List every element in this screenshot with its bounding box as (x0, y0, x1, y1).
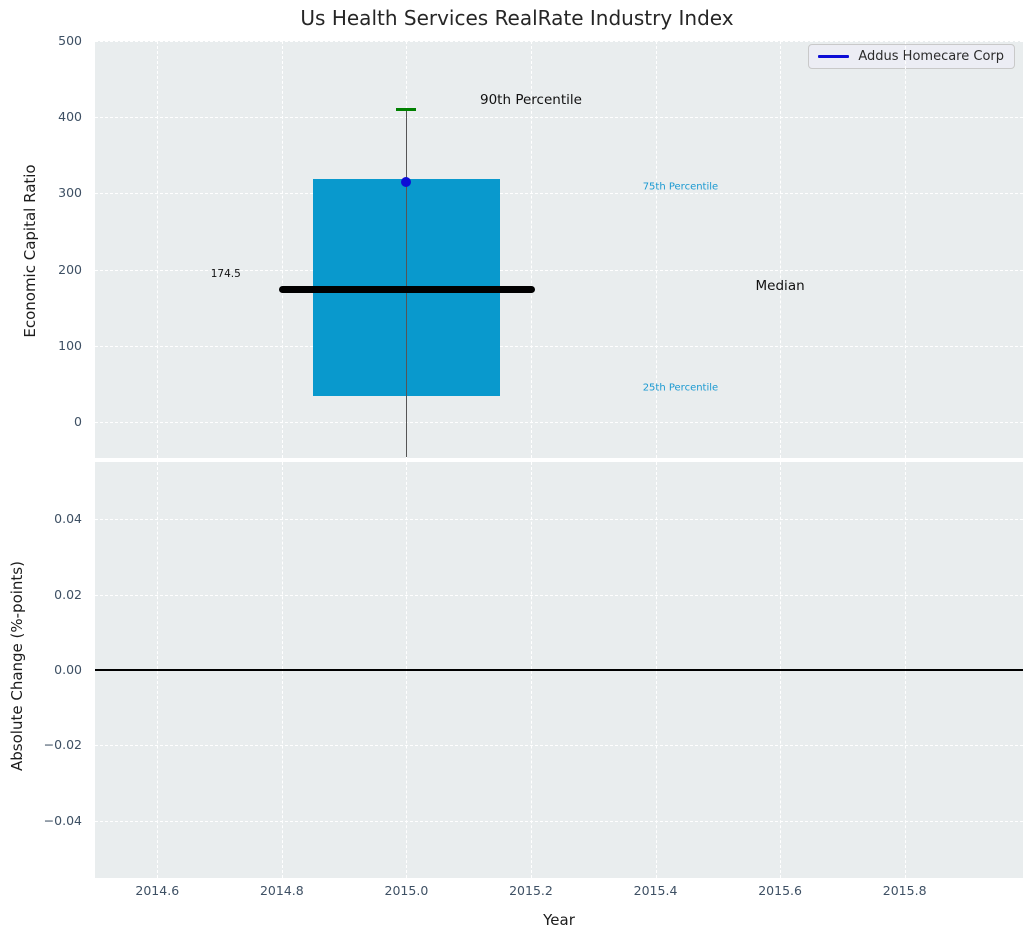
gridline-y (95, 820, 1023, 822)
y-tick-label: 400 (58, 109, 82, 125)
gridline-x (904, 41, 906, 458)
x-axis-label: Year (543, 911, 575, 929)
axes-bottom-absolute-change (95, 462, 1023, 878)
y-tick-label: 0 (74, 414, 82, 430)
x-tick-label: 2015.0 (384, 883, 429, 898)
y-tick-label: −0.04 (43, 812, 82, 828)
median-line (278, 285, 536, 293)
x-tick-label: 2014.6 (135, 883, 180, 898)
y-tick-label: 0.00 (54, 662, 82, 677)
y-tick-label: 200 (58, 261, 82, 277)
chart-title: Us Health Services RealRate Industry Ind… (300, 6, 734, 30)
legend-label: Addus Homecare Corp (858, 49, 1004, 64)
gridline-y (95, 594, 1023, 596)
x-tick-label: 2015.6 (758, 883, 802, 898)
y-tick-label: 100 (58, 337, 82, 353)
gridline-x (281, 41, 283, 458)
gridline-x (530, 41, 532, 458)
legend-line-icon (818, 55, 850, 58)
gridline-y (95, 117, 1023, 119)
y-tick-label: 0.04 (54, 511, 82, 527)
annotation-label: 25th Percentile (642, 382, 719, 394)
x-tick-label: 2015.2 (509, 883, 553, 898)
annotation-label: 75th Percentile (642, 181, 719, 193)
p90-cap (396, 108, 417, 112)
y-tick-label: 0.02 (54, 586, 82, 602)
zero-line (95, 669, 1023, 671)
legend: Addus Homecare Corp (808, 44, 1015, 69)
gridline-y (95, 745, 1023, 747)
annotation-label: 90th Percentile (480, 92, 582, 109)
y-tick-label: 300 (58, 185, 82, 201)
gridline-y (95, 345, 1023, 347)
gridline-y (95, 269, 1023, 271)
x-tick-label: 2014.8 (259, 883, 304, 898)
whisker-line (405, 109, 407, 457)
gridline-x (655, 41, 657, 458)
axes-top-economic-capital-ratio: Addus Homecare Corp 90th Percentile 75th … (95, 41, 1023, 458)
gridline-y (95, 422, 1023, 424)
annotation-label: 174.5 (210, 268, 241, 281)
gridline-y (95, 193, 1023, 195)
y-tick-label: −0.02 (43, 737, 82, 753)
annotation-label: Median (755, 278, 805, 295)
gridline-x (157, 41, 159, 458)
gridline-y (95, 519, 1023, 521)
y-tick-label: 500 (58, 33, 82, 48)
y-axis-label-top: Economic Capital Ratio (21, 164, 39, 338)
x-tick-label: 2015.8 (882, 883, 927, 898)
x-tick-label: 2015.4 (633, 883, 678, 898)
gridline-y (95, 41, 1023, 42)
gridline-x (780, 41, 782, 458)
company-point (401, 176, 412, 187)
